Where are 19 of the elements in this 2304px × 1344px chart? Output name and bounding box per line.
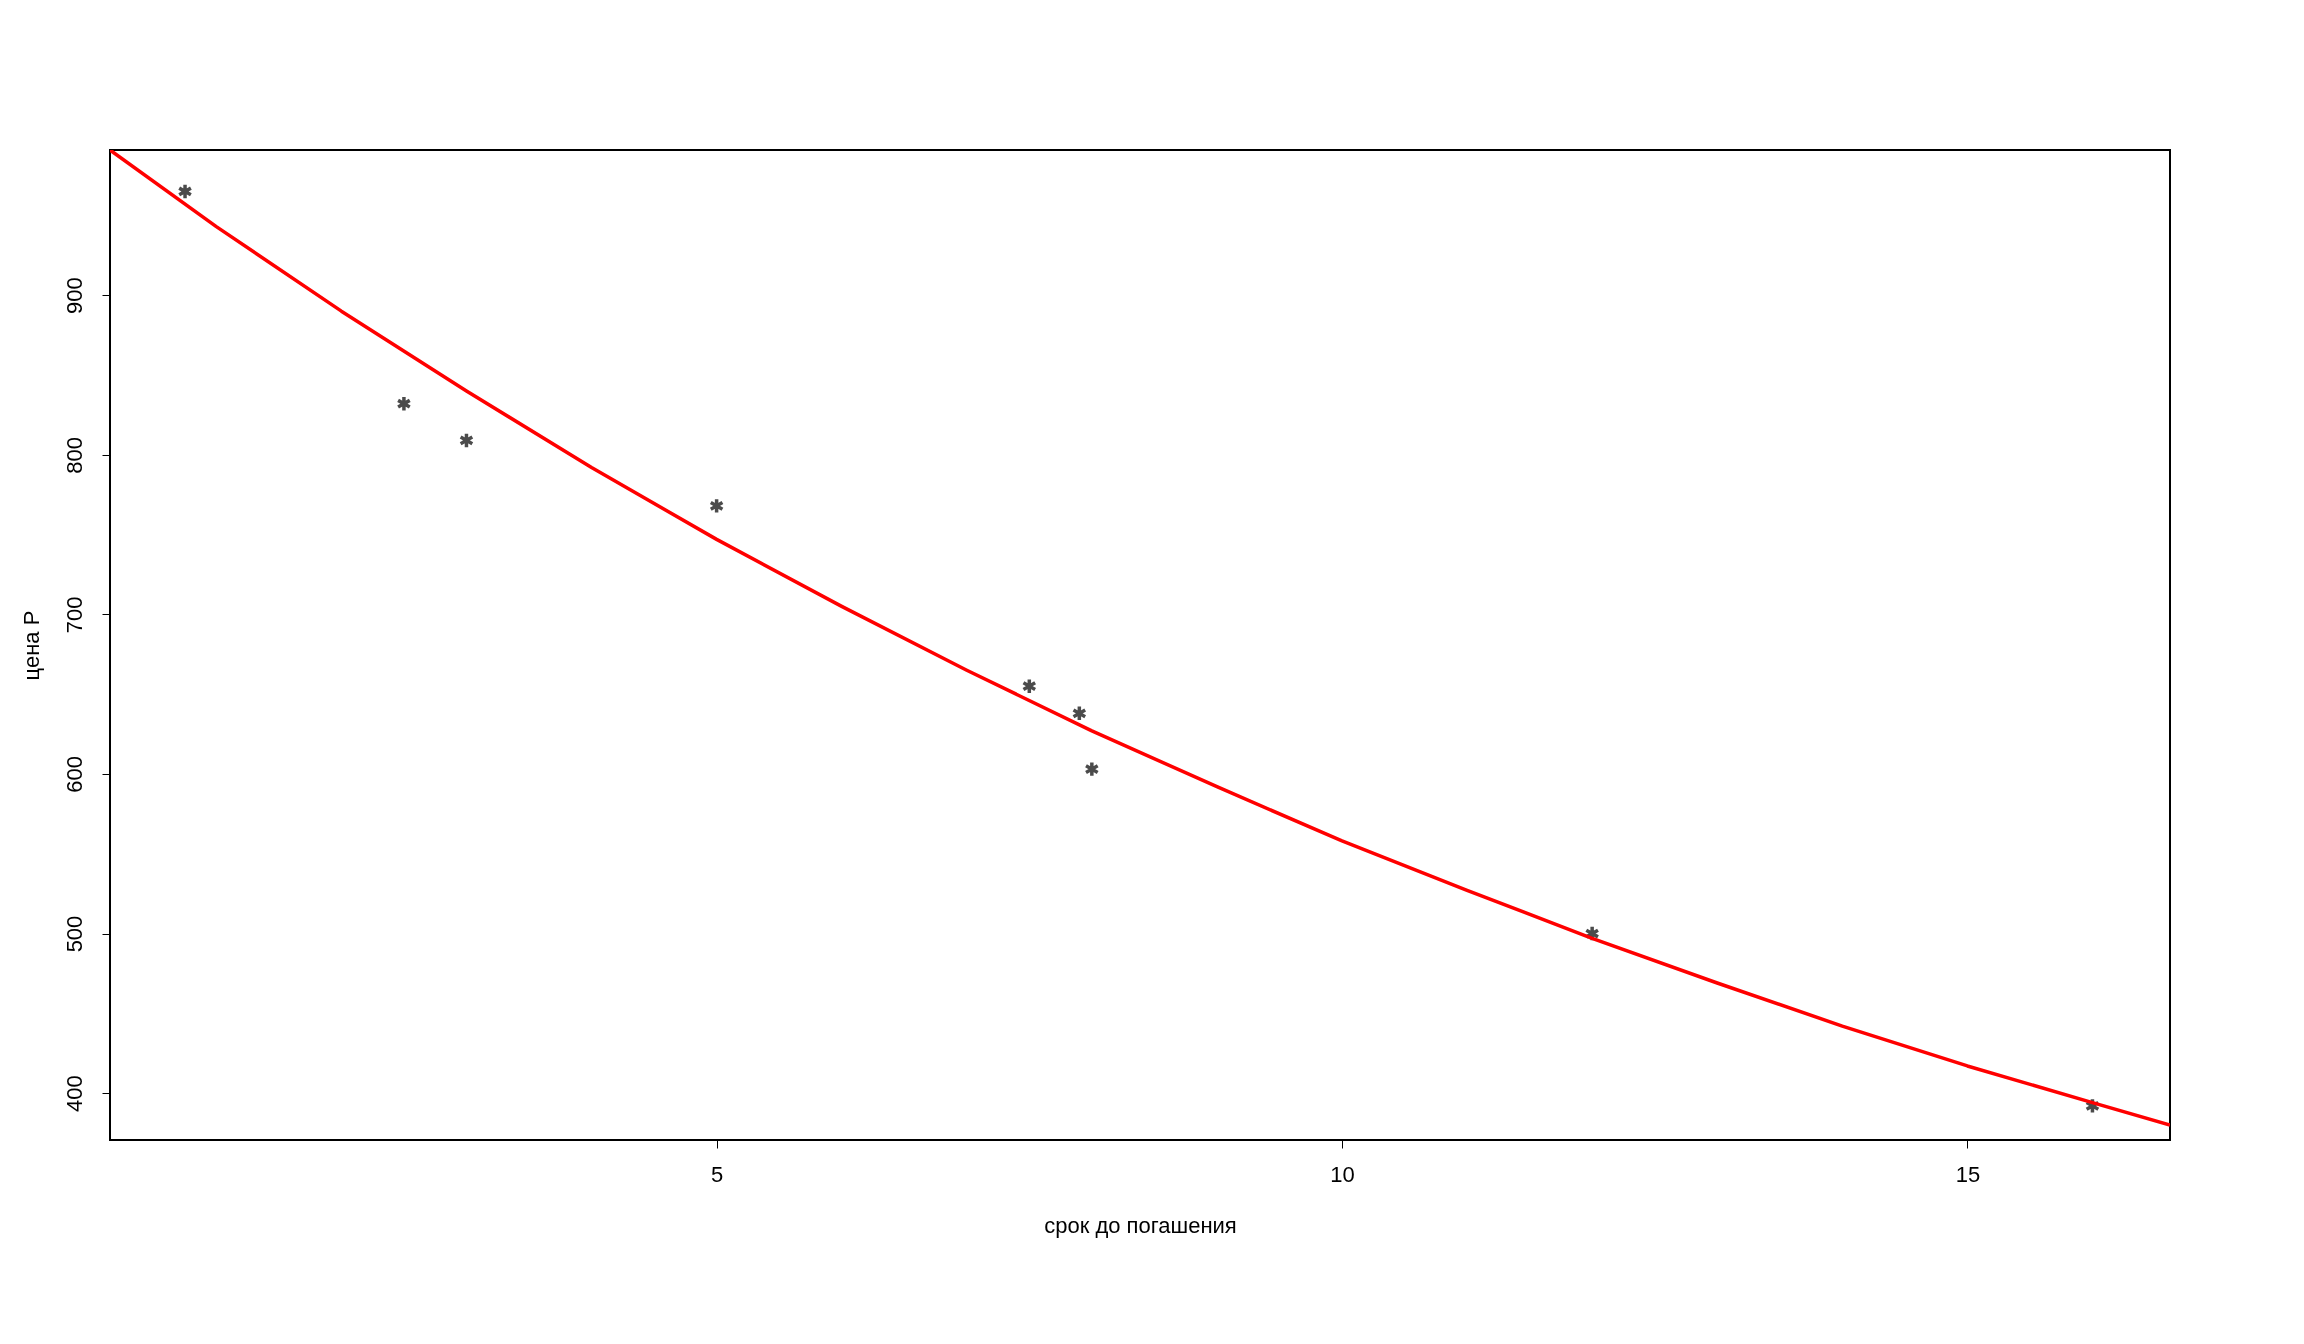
x-tick-label: 15	[1955, 1161, 1981, 1187]
y-tick-label: 900	[61, 277, 87, 315]
y-tick-label: 600	[61, 756, 87, 793]
x-tick-label: 5	[710, 1161, 724, 1187]
line-series	[110, 150, 2170, 1127]
point	[177, 183, 193, 200]
y-axis-title: цена P	[18, 610, 44, 681]
point	[1071, 704, 1087, 722]
y-tick-label: 800	[61, 436, 87, 474]
point	[1021, 677, 1037, 695]
y-tick-label: 500	[61, 915, 87, 953]
point	[1084, 760, 1100, 778]
y-tick-label: 700	[61, 596, 87, 634]
point	[396, 395, 412, 413]
x-axis-title: срок до погашения	[1044, 1212, 1237, 1238]
y-tick-label: 400	[61, 1075, 87, 1112]
point	[709, 497, 725, 515]
point	[458, 431, 475, 449]
x-tick-label: 10	[1330, 1161, 1355, 1187]
